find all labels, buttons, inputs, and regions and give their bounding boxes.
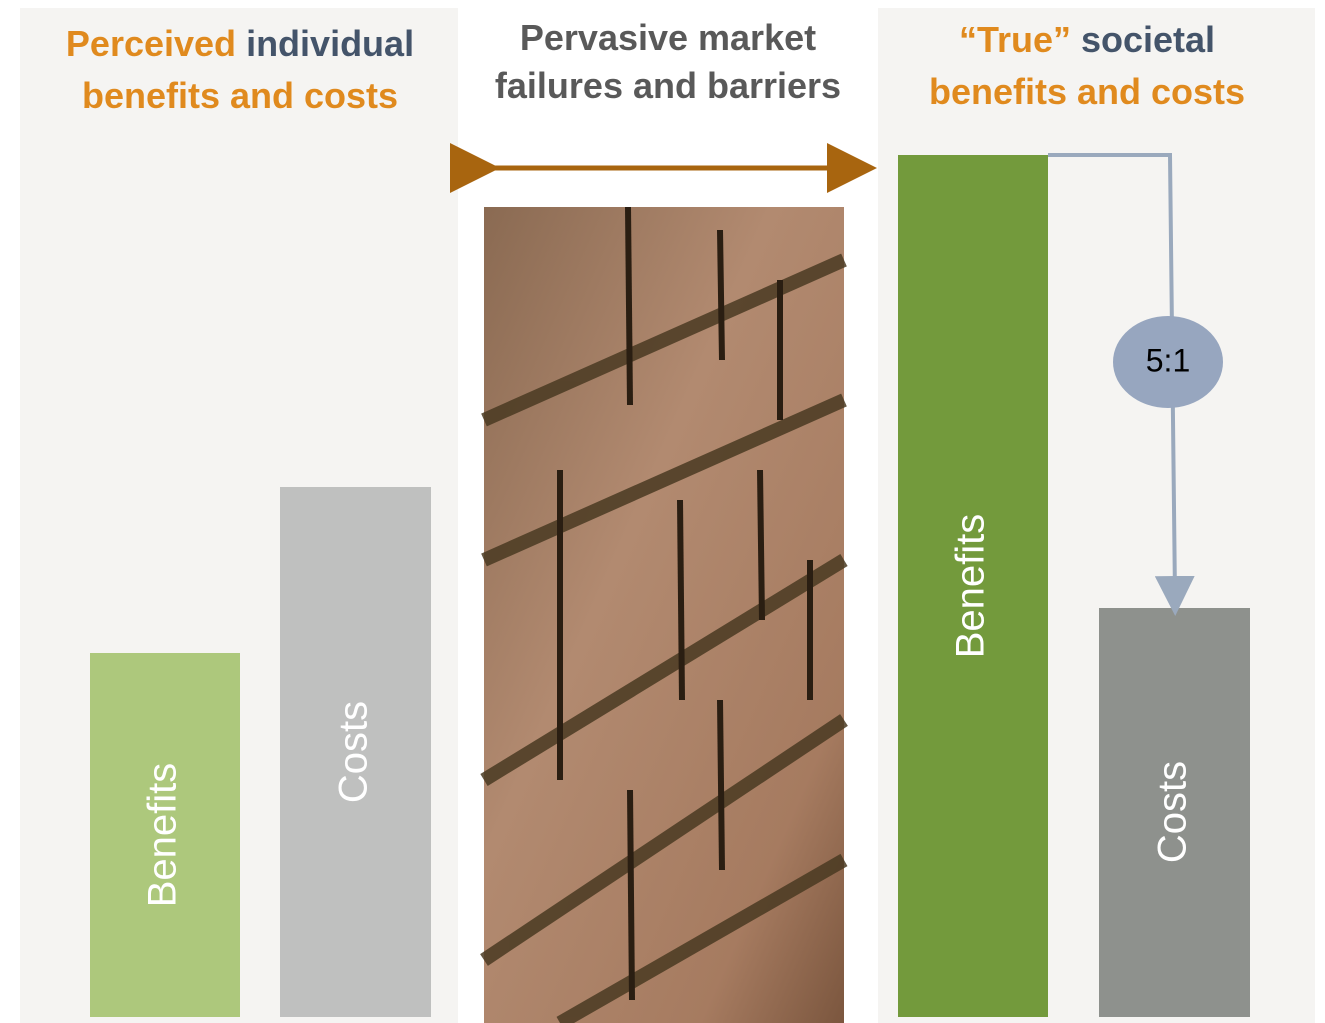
middle-title: Pervasive market <box>520 17 816 58</box>
middle-title: failures and barriers <box>495 65 841 106</box>
bar <box>898 155 1048 1017</box>
right-title: “True” societal <box>959 19 1215 60</box>
ratio-badge <box>1113 316 1223 408</box>
left-title: benefits and costs <box>82 75 398 116</box>
connector <box>1048 153 1195 616</box>
right-title: benefits and costs <box>929 71 1245 112</box>
brick-wall <box>480 206 848 1023</box>
ratio-label: 5:1 <box>1146 342 1190 378</box>
left-title: Perceived individual <box>66 23 414 64</box>
bar <box>280 487 431 1017</box>
bar <box>90 653 240 1017</box>
bar-label: Benefits <box>949 514 993 659</box>
bar-label: Costs <box>1151 761 1195 863</box>
bar-label: Benefits <box>141 763 185 908</box>
bar <box>1099 608 1250 1017</box>
bar-label: Costs <box>332 701 376 803</box>
